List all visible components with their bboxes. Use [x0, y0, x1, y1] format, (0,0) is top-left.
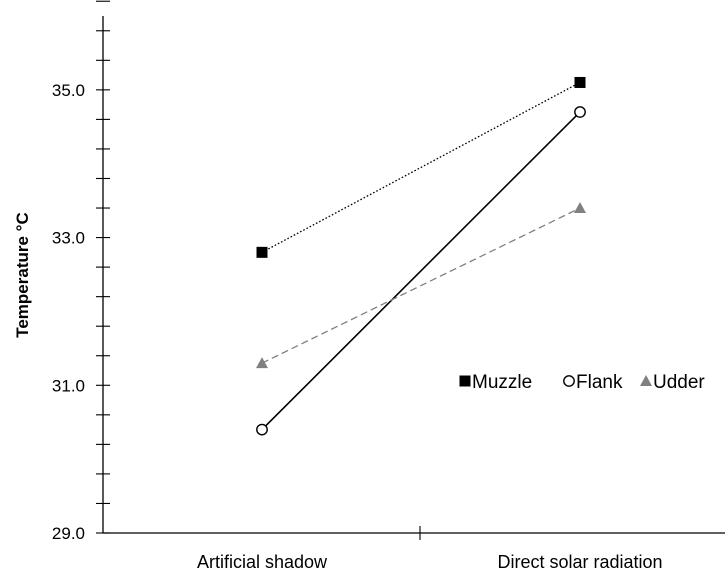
series-line — [261, 81, 581, 253]
x-category-label: Direct solar radiation — [497, 552, 662, 572]
y-tick-label: 35.0 — [52, 81, 85, 100]
legend-label: Muzzle — [472, 372, 532, 393]
data-point — [574, 202, 586, 214]
data-point — [574, 76, 586, 88]
series-udder — [256, 202, 586, 369]
y-axis-label: Temperature °C — [13, 212, 32, 338]
y-tick-label: 33.0 — [52, 229, 85, 248]
legend-marker-flank — [563, 375, 575, 387]
legend-label: Udder — [653, 372, 705, 393]
legend-marker-muzzle — [459, 375, 471, 387]
y-ticks: 29.0 31.0 33.0 35.0 — [52, 0, 110, 543]
legend: Muzzle Flank Udder — [459, 372, 705, 393]
axes: 29.0 31.0 33.0 35.0 Artificial shadow Direct… — [52, 0, 725, 572]
data-point — [256, 423, 268, 436]
legend-marker-udder — [640, 375, 652, 386]
x-ticks: Artificial shadow Direct solar radiation — [197, 526, 663, 572]
series-layer — [256, 76, 586, 436]
y-tick-label: 31.0 — [52, 376, 85, 395]
data-point — [574, 106, 586, 118]
series-flank — [256, 106, 586, 436]
data-point — [256, 246, 268, 258]
series-line — [261, 111, 581, 431]
legend-label: Flank — [576, 372, 623, 393]
series-line — [261, 207, 581, 364]
y-tick-label: 29.0 — [52, 524, 85, 543]
x-category-label: Artificial shadow — [197, 552, 328, 572]
data-point — [256, 357, 268, 369]
series-muzzle — [256, 76, 586, 258]
